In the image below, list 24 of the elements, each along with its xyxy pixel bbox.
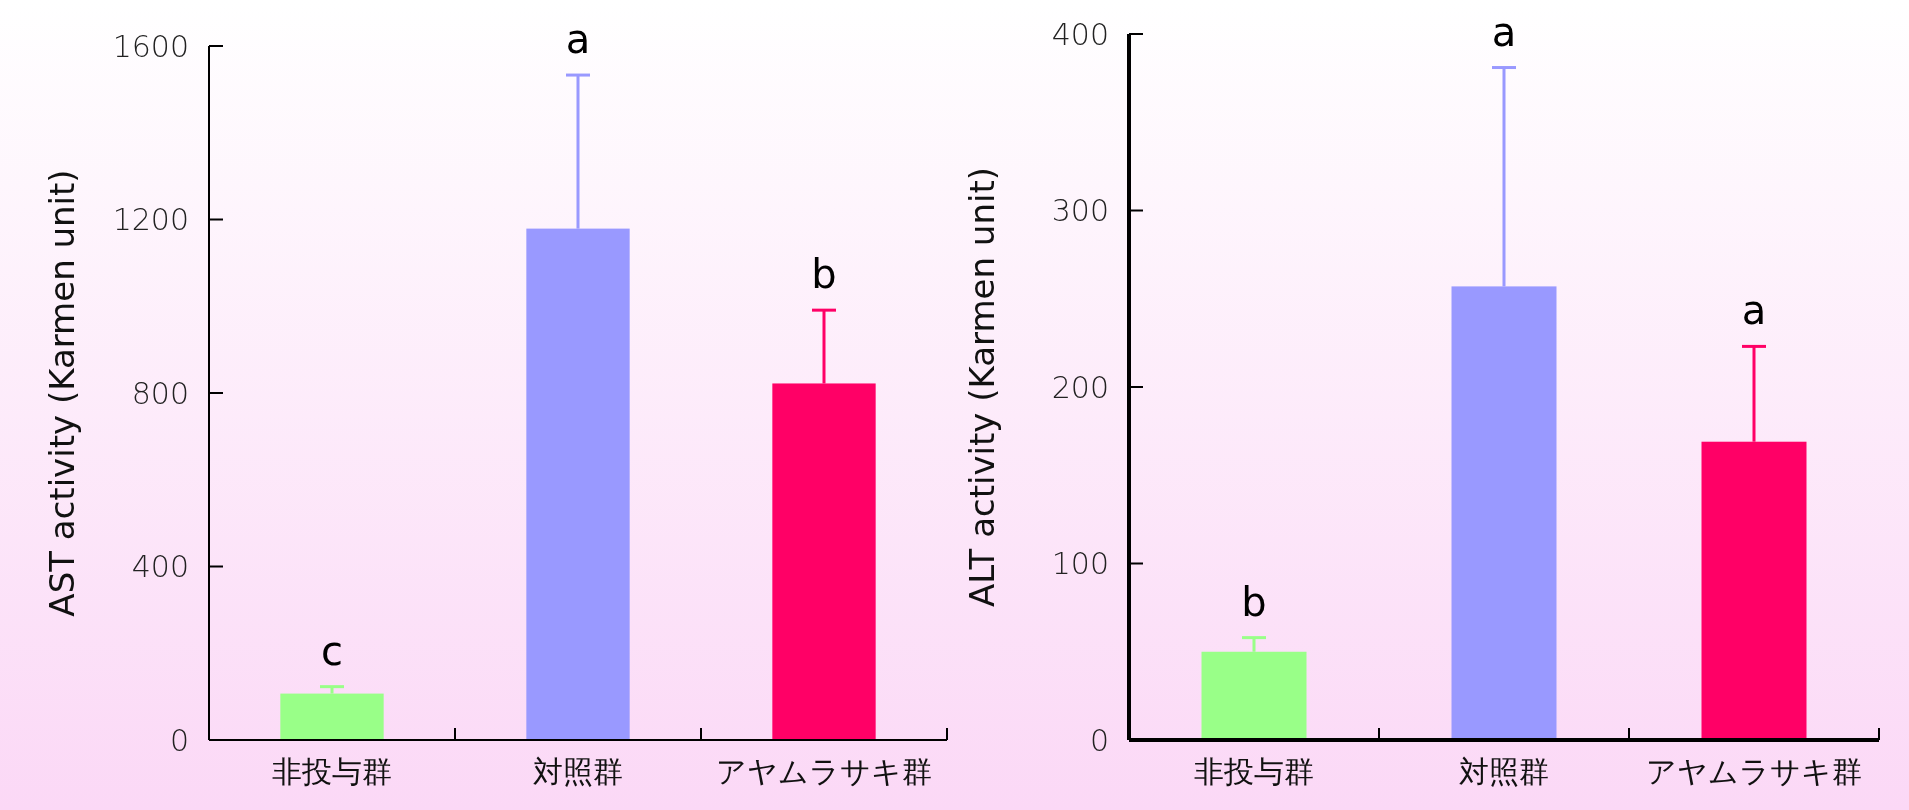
annotation: c	[321, 627, 343, 674]
y-tick-label: 300	[1051, 193, 1109, 228]
y-tick-label: 400	[131, 549, 189, 584]
y-tick-label: 1200	[112, 202, 189, 237]
annotation: b	[1241, 578, 1267, 625]
y-tick-label: 400	[1051, 16, 1109, 52]
x-tick-label: アヤムラサキ群	[1646, 754, 1862, 789]
y-tick-label: 200	[1051, 369, 1109, 405]
x-tick-label: 非投与群	[1194, 754, 1314, 789]
x-tick-label: 対照群	[1459, 754, 1549, 789]
annotation: b	[811, 251, 837, 298]
x-tick-label: 対照群	[533, 754, 623, 789]
annotation: a	[565, 16, 591, 63]
annotation: a	[1741, 287, 1767, 334]
y-tick-label: 100	[1051, 546, 1109, 581]
y-axis-title: ALT activity (Karmen unit)	[962, 167, 1002, 607]
y-tick-label: 0	[169, 722, 189, 758]
y-tick-label: 0	[1089, 722, 1109, 758]
y-tick-label: 800	[131, 375, 189, 411]
y-tick-label: 1600	[112, 28, 189, 64]
x-tick-label: アヤムラサキ群	[716, 754, 932, 789]
y-axis-title: AST activity (Karmen unit)	[42, 169, 82, 617]
annotation: a	[1491, 8, 1517, 55]
x-tick-label: 非投与群	[272, 754, 392, 789]
